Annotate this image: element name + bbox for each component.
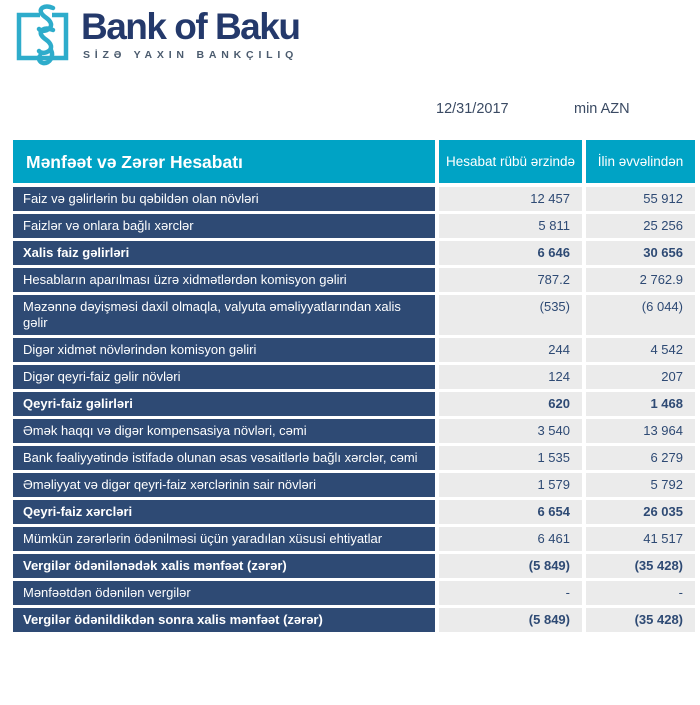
table-title: Mənfəət və Zərər Hesabatı [13, 140, 435, 183]
row-value-quarter: 787.2 [439, 268, 582, 292]
row-value-quarter: 6 461 [439, 527, 582, 551]
row-value-ytd: (35 428) [586, 608, 695, 632]
row-label: Mənfəətdən ödənilən vergilər [13, 581, 435, 605]
row-value-quarter: 1 535 [439, 446, 582, 470]
row-value-quarter: 5 811 [439, 214, 582, 238]
row-value-ytd: (6 044) [586, 295, 695, 335]
row-value-quarter: 1 579 [439, 473, 582, 497]
row-label: Digər qeyri-faiz gəlir növləri [13, 365, 435, 389]
unit-label: min AZN [574, 101, 630, 117]
row-value-quarter: 620 [439, 392, 582, 416]
row-value-ytd: 4 542 [586, 338, 695, 362]
table-row: Məzənnə dəyişməsi daxil olmaqla, valyuta… [13, 295, 695, 335]
row-value-ytd: 2 762.9 [586, 268, 695, 292]
table-row: Digər xidmət növlərindən komisyon gəliri… [13, 338, 695, 362]
row-label: Əmək haqqı və digər kompensasiya növləri… [13, 419, 435, 443]
col-header-ytd: İlin əvvəlindən [586, 140, 695, 183]
row-label: Xalis faiz gəlirləri [13, 241, 435, 265]
col-header-quarter: Hesabat rübü ərzində [439, 140, 582, 183]
row-value-quarter: 124 [439, 365, 582, 389]
row-value-ytd: - [586, 581, 695, 605]
row-value-ytd: 26 035 [586, 500, 695, 524]
report-date: 12/31/2017 [436, 101, 509, 117]
row-label: Əməliyyat və digər qeyri-faiz xərclərini… [13, 473, 435, 497]
row-value-ytd: 207 [586, 365, 695, 389]
row-value-quarter: 6 646 [439, 241, 582, 265]
row-value-ytd: 13 964 [586, 419, 695, 443]
table-row: Vergilər ödənildikdən sonra xalis mənfəə… [13, 608, 695, 632]
row-value-ytd: 1 468 [586, 392, 695, 416]
row-value-quarter: 12 457 [439, 187, 582, 211]
bank-logo: Bank of Baku SİZƏ YAXIN BANKÇILIQ [14, 4, 301, 68]
table-row: Faiz və gəlirlərin bu qəbildən olan növl… [13, 187, 695, 211]
row-value-ytd: 30 656 [586, 241, 695, 265]
row-value-quarter: 3 540 [439, 419, 582, 443]
row-label: Mümkün zərərlərin ödənilməsi üçün yaradı… [13, 527, 435, 551]
table-row: Qeyri-faiz gəlirləri 620 1 468 [13, 392, 695, 416]
table-row: Bank fəaliyyətində istifadə olunan əsas … [13, 446, 695, 470]
table-row: Hesabların aparılması üzrə xidmətlərdən … [13, 268, 695, 292]
logo-wordmark: Bank of Baku [81, 6, 301, 47]
table-row: Vergilər ödənilənədək xalis mənfəət (zər… [13, 554, 695, 578]
row-value-quarter: (5 849) [439, 608, 582, 632]
row-label: Digər xidmət növlərindən komisyon gəliri [13, 338, 435, 362]
row-value-quarter: (535) [439, 295, 582, 335]
chain-link-icon [14, 4, 72, 68]
row-value-ytd: 55 912 [586, 187, 695, 211]
row-value-ytd: (35 428) [586, 554, 695, 578]
row-value-ytd: 41 517 [586, 527, 695, 551]
table-row: Xalis faiz gəlirləri 6 646 30 656 [13, 241, 695, 265]
table-row: Mənfəətdən ödənilən vergilər - - [13, 581, 695, 605]
row-label: Faiz və gəlirlərin bu qəbildən olan növl… [13, 187, 435, 211]
row-value-quarter: - [439, 581, 582, 605]
row-label: Bank fəaliyyətində istifadə olunan əsas … [13, 446, 435, 470]
table-row: Qeyri-faiz xərcləri 6 654 26 035 [13, 500, 695, 524]
row-label: Vergilər ödənildikdən sonra xalis mənfəə… [13, 608, 435, 632]
pl-table-body: Faiz və gəlirlərin bu qəbildən olan növl… [13, 187, 695, 632]
row-label: Faizlər və onlara bağlı xərclər [13, 214, 435, 238]
row-label: Qeyri-faiz xərcləri [13, 500, 435, 524]
table-header-row: Mənfəət və Zərər Hesabatı Hesabat rübü ə… [13, 140, 695, 183]
row-value-ytd: 25 256 [586, 214, 695, 238]
table-row: Digər qeyri-faiz gəlir növləri 124 207 [13, 365, 695, 389]
row-value-ytd: 5 792 [586, 473, 695, 497]
table-row: Əməliyyat və digər qeyri-faiz xərclərini… [13, 473, 695, 497]
table-row: Mümkün zərərlərin ödənilməsi üçün yaradı… [13, 527, 695, 551]
row-value-quarter: 244 [439, 338, 582, 362]
row-value-quarter: 6 654 [439, 500, 582, 524]
row-value-ytd: 6 279 [586, 446, 695, 470]
table-row: Əmək haqqı və digər kompensasiya növləri… [13, 419, 695, 443]
table-row: Faizlər və onlara bağlı xərclər 5 811 25 2… [13, 214, 695, 238]
row-label: Vergilər ödənilənədək xalis mənfəət (zər… [13, 554, 435, 578]
profit-loss-table: Mənfəət və Zərər Hesabatı Hesabat rübü ə… [13, 140, 695, 635]
row-value-quarter: (5 849) [439, 554, 582, 578]
row-label: Qeyri-faiz gəlirləri [13, 392, 435, 416]
row-label: Məzənnə dəyişməsi daxil olmaqla, valyuta… [13, 295, 435, 335]
row-label: Hesabların aparılması üzrə xidmətlərdən … [13, 268, 435, 292]
logo-tagline: SİZƏ YAXIN BANKÇILIQ [83, 49, 299, 61]
